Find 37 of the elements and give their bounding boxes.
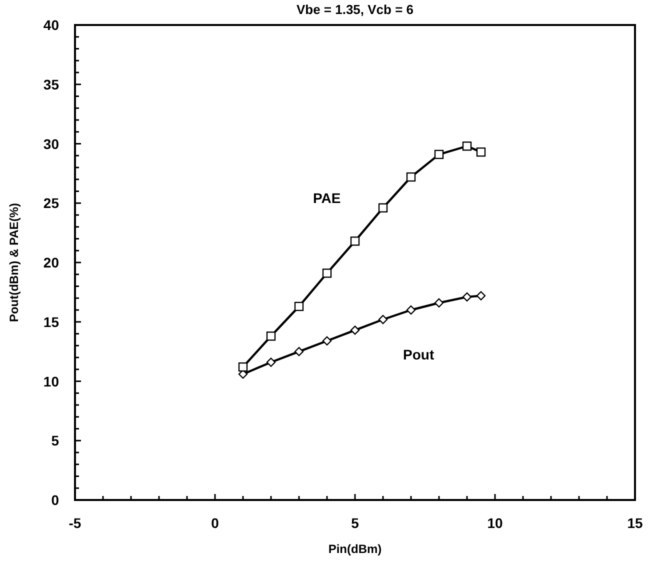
point (294, 302, 304, 312)
point (378, 314, 388, 324)
x-tick-label: 10 (487, 515, 503, 531)
text: PAE (313, 190, 341, 206)
x-tick-label: 5 (351, 515, 360, 531)
chart-title: Vbe = 1.35, Vcb = 6 (296, 2, 414, 17)
point (476, 147, 486, 157)
y-tick-label: 25 (43, 195, 60, 212)
point (434, 298, 444, 308)
x-tick-label: 0 (211, 515, 220, 531)
point (406, 172, 416, 182)
y-tick-label: 30 (43, 136, 60, 152)
point (322, 336, 332, 346)
point (406, 305, 416, 315)
text: Pout (403, 346, 434, 362)
point (350, 236, 360, 246)
x-axis-title: Pin(dBm) (328, 542, 382, 556)
y-tick-label: 10 (43, 373, 60, 390)
point (322, 268, 332, 278)
point (462, 292, 472, 302)
point (266, 332, 276, 341)
y-tick-label: 15 (43, 314, 60, 330)
point (294, 346, 304, 356)
y-tick-label: 0 (51, 492, 60, 508)
x-tick-label: 15 (627, 515, 643, 531)
y-axis-title: Pout(dBm) & PAE(%) (7, 202, 21, 322)
point (434, 150, 444, 160)
y-tick-label: 5 (51, 432, 60, 449)
point (238, 362, 248, 372)
point (378, 203, 388, 212)
x-tick-label: -5 (68, 515, 82, 531)
point (350, 326, 360, 335)
point (462, 142, 472, 151)
y-tick-label: 35 (43, 76, 60, 92)
y-tick-label: 20 (43, 254, 60, 270)
y-tick-label: 40 (43, 17, 60, 33)
point (266, 358, 276, 367)
